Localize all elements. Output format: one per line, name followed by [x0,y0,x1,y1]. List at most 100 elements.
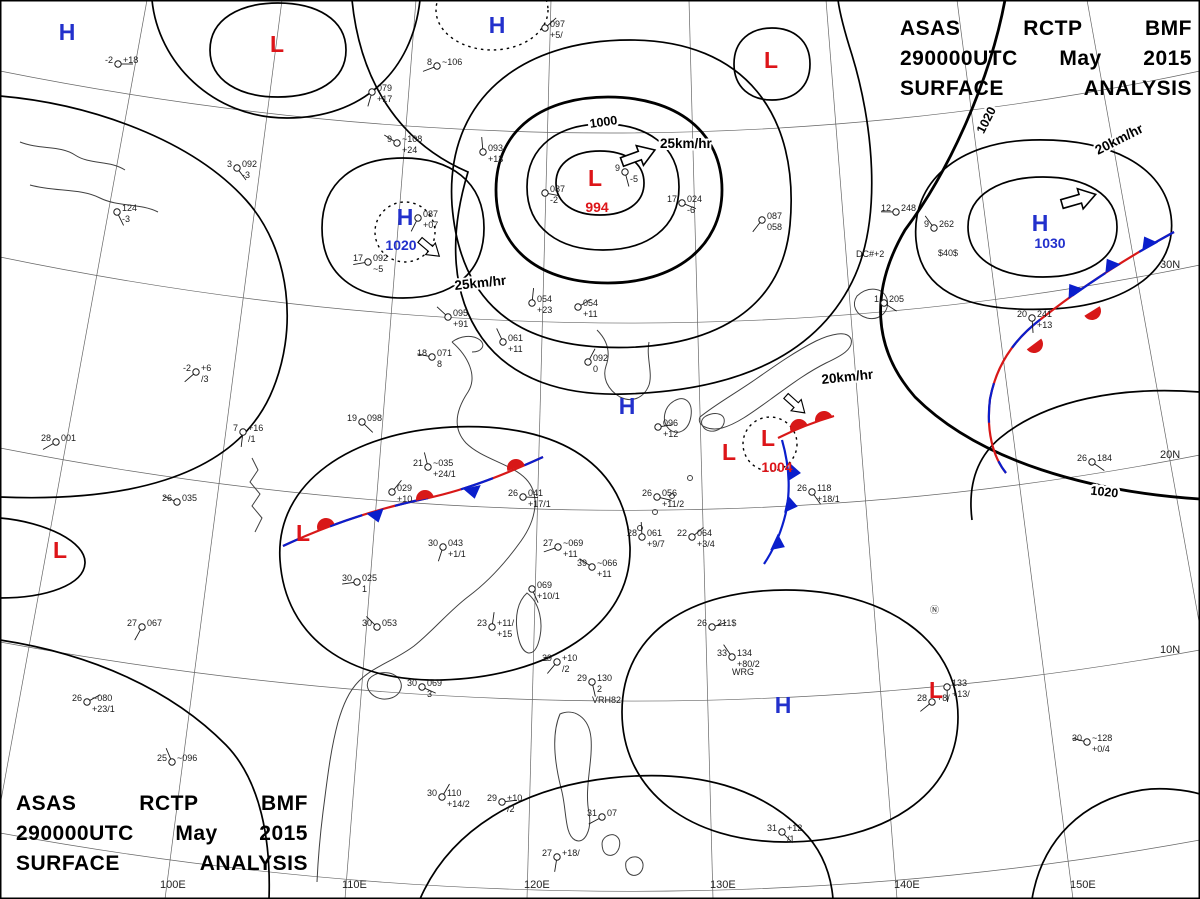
station-right-value: 064 [697,528,712,538]
station-circle-icon [168,758,176,766]
station-plot: 079+17 [367,83,392,107]
motion-arrow [619,144,657,168]
wind-barb [723,644,731,655]
station-right-value: +18/ [562,848,580,858]
station-bottom-value: 3 [427,689,432,699]
station-right-value: 124 [122,203,137,213]
station-right-value: 024 [687,194,702,204]
motion-arrows [417,144,1098,414]
station-right-value: +6 [201,363,211,373]
cold-front-symbol [1105,258,1121,274]
station-plot: DC#+2 [856,249,884,259]
station-bottom-value: +07 [423,220,438,230]
station-plot: 061+11 [496,328,523,354]
station-plot: 26 211$ [697,618,736,631]
station-right-value: $40$ [938,248,958,258]
station-left-value: 12 [881,203,891,213]
wind-barb [505,799,517,803]
station-right-value: 110 [447,788,461,798]
motion-speed-label: 20km/hr [1093,120,1147,157]
station-right-value: ~106 [442,57,462,67]
station-right-value: ~096 [177,753,197,763]
station-left-value: 27 [127,618,137,628]
station-right-value: 118 [817,483,831,493]
station-plot: 087-2 [541,184,565,205]
station-bottom-value: 2 [597,684,602,694]
title-line-2: 290000UTC May 2015 [900,47,1192,70]
station-right-value: +8/ [937,693,950,703]
warm-front-symbol [317,518,335,531]
pressure-center-low: L [722,439,736,465]
station-circle-icon [584,358,592,366]
station-right-value: 001 [61,433,76,443]
station-plot: 133+13/ [943,678,970,703]
wind-barb [714,621,727,627]
station-plot: 17 024-6 [667,194,702,215]
station-left-value: 9 [387,134,392,144]
title-line-1: ASAS RCTP BMF [900,17,1192,40]
station-plot: 26 184 [1077,453,1112,471]
station-plot: 22 064+3/4 [677,527,715,549]
wind-barb [660,497,672,501]
wind-barb [625,174,630,187]
station-circle-icon [239,428,247,436]
station-plot: 30 043+1/1 [428,538,466,562]
station-circle-icon [1028,314,1036,322]
station-circle-icon [439,543,447,551]
station-plot: 28 061+9/7 [627,521,665,549]
motion-arrow [783,392,806,414]
dashed-circle-high-top [435,0,549,51]
coastline-hainan [366,672,402,700]
stationary-front-east [987,231,1175,474]
pressure-center-high: H [775,692,792,718]
isobar [970,389,1200,521]
longitude-label: 130E [710,879,736,891]
station-left-value: 23 [477,618,487,628]
station-circle-icon [424,463,432,471]
station-plot: 28 001 [41,433,76,450]
station-plot: 9 262 [924,215,954,232]
station-circle-icon [364,258,372,266]
station-right-value: DC#+2 [856,249,884,259]
station-bottom-value: 0 [593,364,598,374]
station-bottom-value: +10 [397,494,412,504]
station-bottom-value: +11 [583,309,598,319]
station-plot: 093+13 [479,137,503,164]
station-circle-icon [598,813,606,821]
station-left-value: 31 [587,808,597,818]
station-left-value: 3 [227,159,232,169]
motion-speed-label: 25km/hr [660,136,713,151]
station-right-value: ~128 [1092,733,1112,743]
station-right-value: 092 [373,253,388,263]
station-left-value: 1 [874,294,879,304]
isobar-label: 1020 [1090,484,1119,501]
station-plot: -2 +18 [105,55,138,68]
wind-barb [417,353,429,357]
wind-barb [543,547,556,553]
wind-barb [1094,463,1105,471]
station-circle-icon [192,368,200,376]
wind-barb [240,435,244,447]
station-left-value: 31 [767,823,777,833]
station-plot: 23 +11/+15 [477,612,515,639]
station-circle-icon [574,303,582,311]
station-plot: 27 ~069+11 [543,538,583,559]
longitude-label: 140E [894,879,920,891]
station-right-value: +16 [248,423,263,433]
wind-barb [410,220,417,232]
station-circle-icon [488,623,496,631]
station-bottom-value: +23/1 [92,704,115,714]
fronts [282,231,1175,565]
station-plot: 054+11 [574,298,598,319]
wind-barb [422,66,435,72]
wind-barb [496,328,503,340]
coastline-taiwan [515,592,542,654]
wind-barb [531,288,535,300]
station-right-value: +10 [507,793,522,803]
station-left-value: 29 [542,653,552,663]
station-circle-icon [758,216,766,224]
station-circle-icon [880,299,888,307]
station-bottom-value: /1 [787,834,795,844]
